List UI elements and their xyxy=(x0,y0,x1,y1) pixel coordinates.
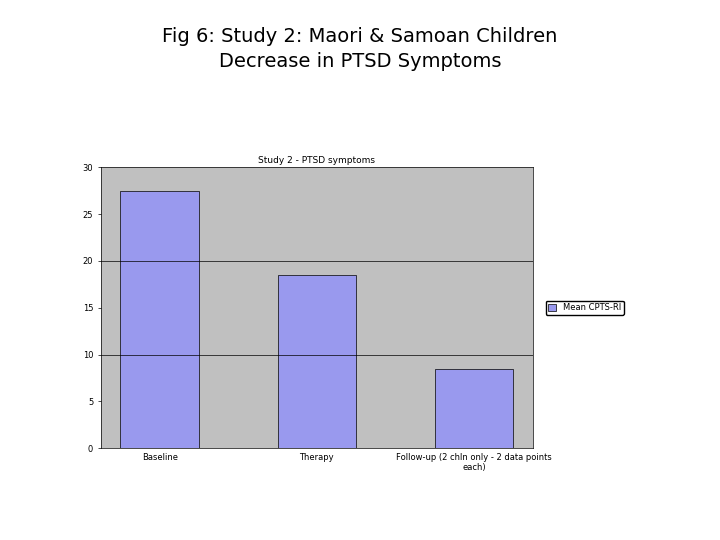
Text: Fig 6: Study 2: Maori & Samoan Children
Decrease in PTSD Symptoms: Fig 6: Study 2: Maori & Samoan Children … xyxy=(162,27,558,71)
Bar xyxy=(435,369,513,448)
Title: Study 2 - PTSD symptoms: Study 2 - PTSD symptoms xyxy=(258,156,375,165)
Bar xyxy=(120,191,199,448)
Legend: Mean CPTS-RI: Mean CPTS-RI xyxy=(546,301,624,315)
Bar xyxy=(277,275,356,448)
